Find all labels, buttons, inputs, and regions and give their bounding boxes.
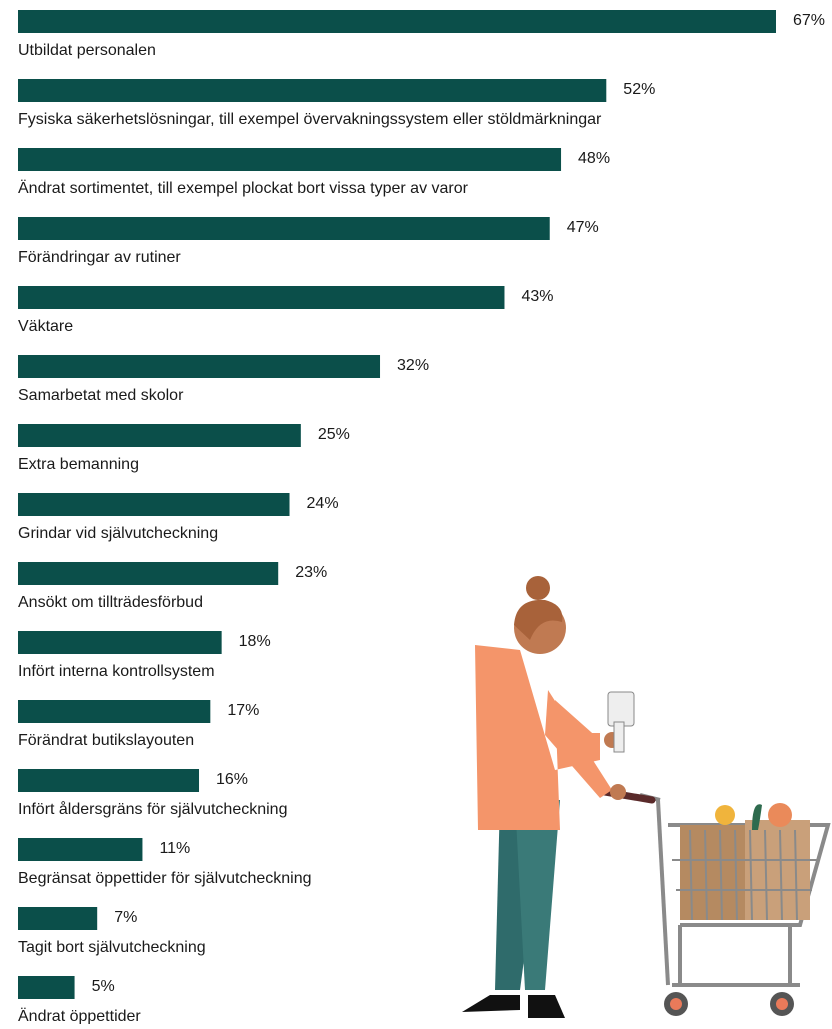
value-label: 18% <box>239 633 271 650</box>
category-label: Fysiska säkerhetslösningar, till exempel… <box>18 111 602 128</box>
bar <box>18 217 550 240</box>
category-label: Utbildat personalen <box>18 42 156 59</box>
value-label: 25% <box>318 426 350 443</box>
value-label: 52% <box>623 81 655 98</box>
value-label: 11% <box>159 840 190 857</box>
category-label: Ändrat sortimentet, till exempel plockat… <box>18 179 469 197</box>
fruit <box>715 805 735 825</box>
bar <box>18 286 505 309</box>
value-label: 67% <box>793 12 825 29</box>
bar <box>18 148 562 171</box>
value-label: 16% <box>216 771 248 788</box>
value-label: 43% <box>521 288 553 305</box>
value-label: 23% <box>295 564 327 581</box>
illustration <box>462 576 831 1018</box>
category-label: Förändrat butikslayouten <box>18 732 194 749</box>
value-label: 7% <box>114 909 137 926</box>
bag <box>745 820 810 920</box>
value-label: 32% <box>397 357 429 374</box>
bar <box>18 907 98 930</box>
bar <box>18 10 776 33</box>
category-label: Infört interna kontrollsystem <box>18 663 215 680</box>
vegetable <box>752 804 762 830</box>
fruit <box>768 803 792 827</box>
category-label: Samarbetat med skolor <box>18 387 184 404</box>
bar <box>18 631 222 654</box>
value-label: 5% <box>92 978 115 995</box>
value-label: 17% <box>227 702 259 719</box>
value-label: 48% <box>578 150 610 167</box>
bar <box>18 769 200 792</box>
category-label: Ansökt om tillträdesförbud <box>18 594 203 611</box>
value-label: 24% <box>307 495 339 512</box>
bar <box>18 493 290 516</box>
category-label: Ändrat öppettider <box>18 1007 141 1024</box>
category-label: Tagit bort självutcheckning <box>18 939 206 956</box>
category-label: Grindar vid självutcheckning <box>18 525 218 542</box>
category-label: Extra bemanning <box>18 456 139 473</box>
bar <box>18 700 211 723</box>
bar <box>18 79 607 102</box>
bar <box>18 838 143 861</box>
category-label: Väktare <box>18 318 73 335</box>
bar <box>18 355 381 378</box>
category-label: Infört åldersgräns för självutcheckning <box>18 800 287 818</box>
value-label: 47% <box>567 219 599 236</box>
bar <box>18 976 75 999</box>
category-label: Förändringar av rutiner <box>18 249 181 266</box>
bar <box>18 562 279 585</box>
bar <box>18 424 301 447</box>
category-label: Begränsat öppettider för självutchecknin… <box>18 870 312 887</box>
